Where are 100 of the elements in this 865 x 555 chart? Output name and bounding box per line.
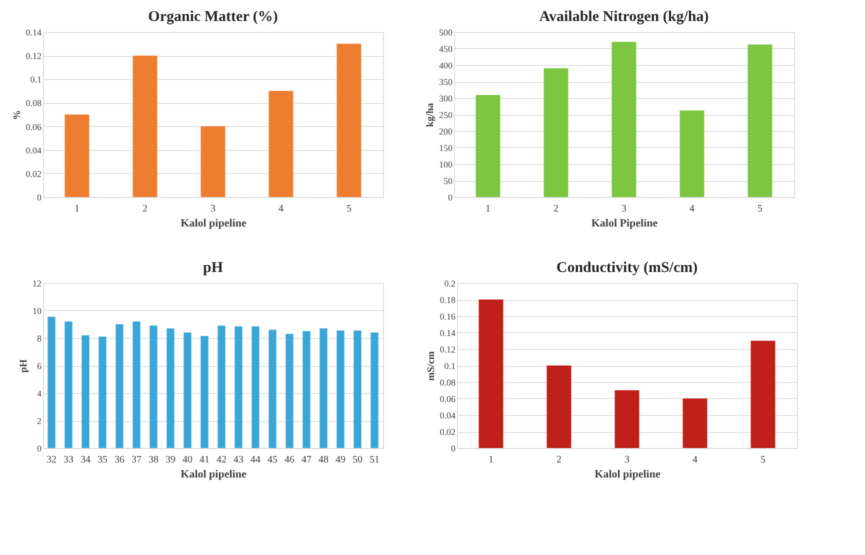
y-axis-title: pH xyxy=(18,359,30,373)
y-axis-title: mS/cm xyxy=(426,350,437,381)
bar xyxy=(268,330,276,448)
x-tick-label: 39 xyxy=(166,454,176,466)
x-tick-label: 2 xyxy=(142,204,148,214)
x-tick-label: 5 xyxy=(346,204,352,214)
bar xyxy=(302,331,310,448)
x-tick-label: 32 xyxy=(46,454,56,466)
bar xyxy=(166,328,174,448)
bar xyxy=(200,126,226,197)
y-tick-label: 0 xyxy=(451,444,456,454)
y-tick-label: 400 xyxy=(439,60,453,70)
y-tick-label: 0.02 xyxy=(26,168,42,179)
y-tick-label: 300 xyxy=(439,94,453,104)
x-tick-label: 3 xyxy=(210,204,216,214)
y-tick-label: 0.08 xyxy=(26,98,42,108)
bar xyxy=(614,390,640,448)
bar xyxy=(680,110,704,197)
bar xyxy=(200,336,208,448)
bar xyxy=(478,300,504,448)
bar xyxy=(48,316,56,448)
bar xyxy=(286,334,294,448)
x-axis-title: Kalol pipeline xyxy=(180,468,246,480)
y-tick-label: 0.02 xyxy=(440,427,456,437)
x-tick-label: 43 xyxy=(234,454,244,466)
x-tick-label: 1 xyxy=(488,454,494,466)
chart-title: Organic Matter (%) xyxy=(148,9,278,25)
y-tick-label: 100 xyxy=(439,160,453,170)
y-tick-label: 0 xyxy=(448,192,453,202)
bar xyxy=(336,44,362,197)
bar xyxy=(682,398,708,448)
x-tick-label: 34 xyxy=(80,454,90,466)
y-tick-label: 250 xyxy=(439,110,453,120)
y-tick-label: 0.1 xyxy=(444,361,456,371)
x-tick-label: 5 xyxy=(758,204,762,214)
bar xyxy=(252,326,260,448)
y-tick-label: 0 xyxy=(37,192,42,202)
y-tick-label: 150 xyxy=(439,143,453,153)
x-tick-label: 33 xyxy=(64,454,74,466)
y-tick-label: 0.04 xyxy=(440,410,456,420)
bar xyxy=(234,326,242,448)
bar xyxy=(268,90,294,197)
y-tick-label: 0.06 xyxy=(440,394,456,404)
x-tick-label: 4 xyxy=(278,204,284,214)
y-tick-label: 200 xyxy=(439,126,453,136)
y-tick-label: 2 xyxy=(37,416,42,426)
y-tick-label: 6 xyxy=(37,361,42,371)
x-tick-label: 2 xyxy=(556,454,562,466)
bar xyxy=(82,335,90,448)
y-tick-label: 0.04 xyxy=(26,145,42,156)
bar xyxy=(748,44,772,197)
x-tick-label: 5 xyxy=(760,454,766,466)
y-tick-label: 0.14 xyxy=(26,28,42,38)
bar xyxy=(544,68,568,197)
bar xyxy=(476,95,500,197)
y-tick-label: 4 xyxy=(37,388,42,398)
y-axis-title: kg/ha xyxy=(425,103,436,127)
bar xyxy=(218,326,226,448)
bar xyxy=(150,326,158,448)
bar xyxy=(370,332,378,448)
x-axis-title: Kalol pipeline xyxy=(594,468,660,480)
x-tick-label: 2 xyxy=(554,204,558,214)
bar xyxy=(64,114,90,197)
y-tick-label: 10 xyxy=(32,306,42,316)
x-tick-label: 35 xyxy=(98,454,108,466)
bar xyxy=(546,366,572,448)
y-tick-label: 0 xyxy=(37,444,42,454)
bar xyxy=(132,322,140,448)
y-tick-label: 0.2 xyxy=(444,278,456,288)
bar xyxy=(98,336,106,448)
x-tick-label: 36 xyxy=(114,454,124,466)
y-tick-label: 0.12 xyxy=(440,344,456,354)
x-tick-label: 1 xyxy=(486,204,490,214)
bar xyxy=(336,330,344,448)
bar xyxy=(116,324,124,448)
x-tick-label: 3 xyxy=(624,454,630,466)
x-tick-label: 47 xyxy=(302,454,312,466)
y-tick-label: 500 xyxy=(439,28,453,38)
bar xyxy=(354,330,362,448)
y-tick-label: 0.18 xyxy=(440,295,456,305)
bar xyxy=(64,322,72,448)
y-tick-label: 50 xyxy=(444,176,453,186)
y-tick-label: 0.08 xyxy=(440,378,456,388)
x-tick-label: 1 xyxy=(74,204,80,214)
x-tick-label: 40 xyxy=(182,454,192,466)
x-tick-label: 3 xyxy=(622,204,626,214)
bar xyxy=(132,56,158,197)
x-tick-label: 51 xyxy=(370,454,380,466)
x-tick-label: 37 xyxy=(132,454,142,466)
x-tick-label: 41 xyxy=(200,454,210,466)
y-tick-label: 12 xyxy=(32,278,42,288)
y-tick-label: 8 xyxy=(37,334,42,344)
x-tick-label: 4 xyxy=(692,454,698,466)
y-tick-label: 450 xyxy=(439,44,453,54)
x-tick-label: 45 xyxy=(268,454,278,466)
x-tick-label: 44 xyxy=(250,454,260,466)
y-tick-label: 0.16 xyxy=(440,312,456,322)
chart-title: Conductivity (mS/cm) xyxy=(556,260,698,276)
y-tick-label: 0.06 xyxy=(26,122,42,132)
x-tick-label: 42 xyxy=(216,454,226,466)
